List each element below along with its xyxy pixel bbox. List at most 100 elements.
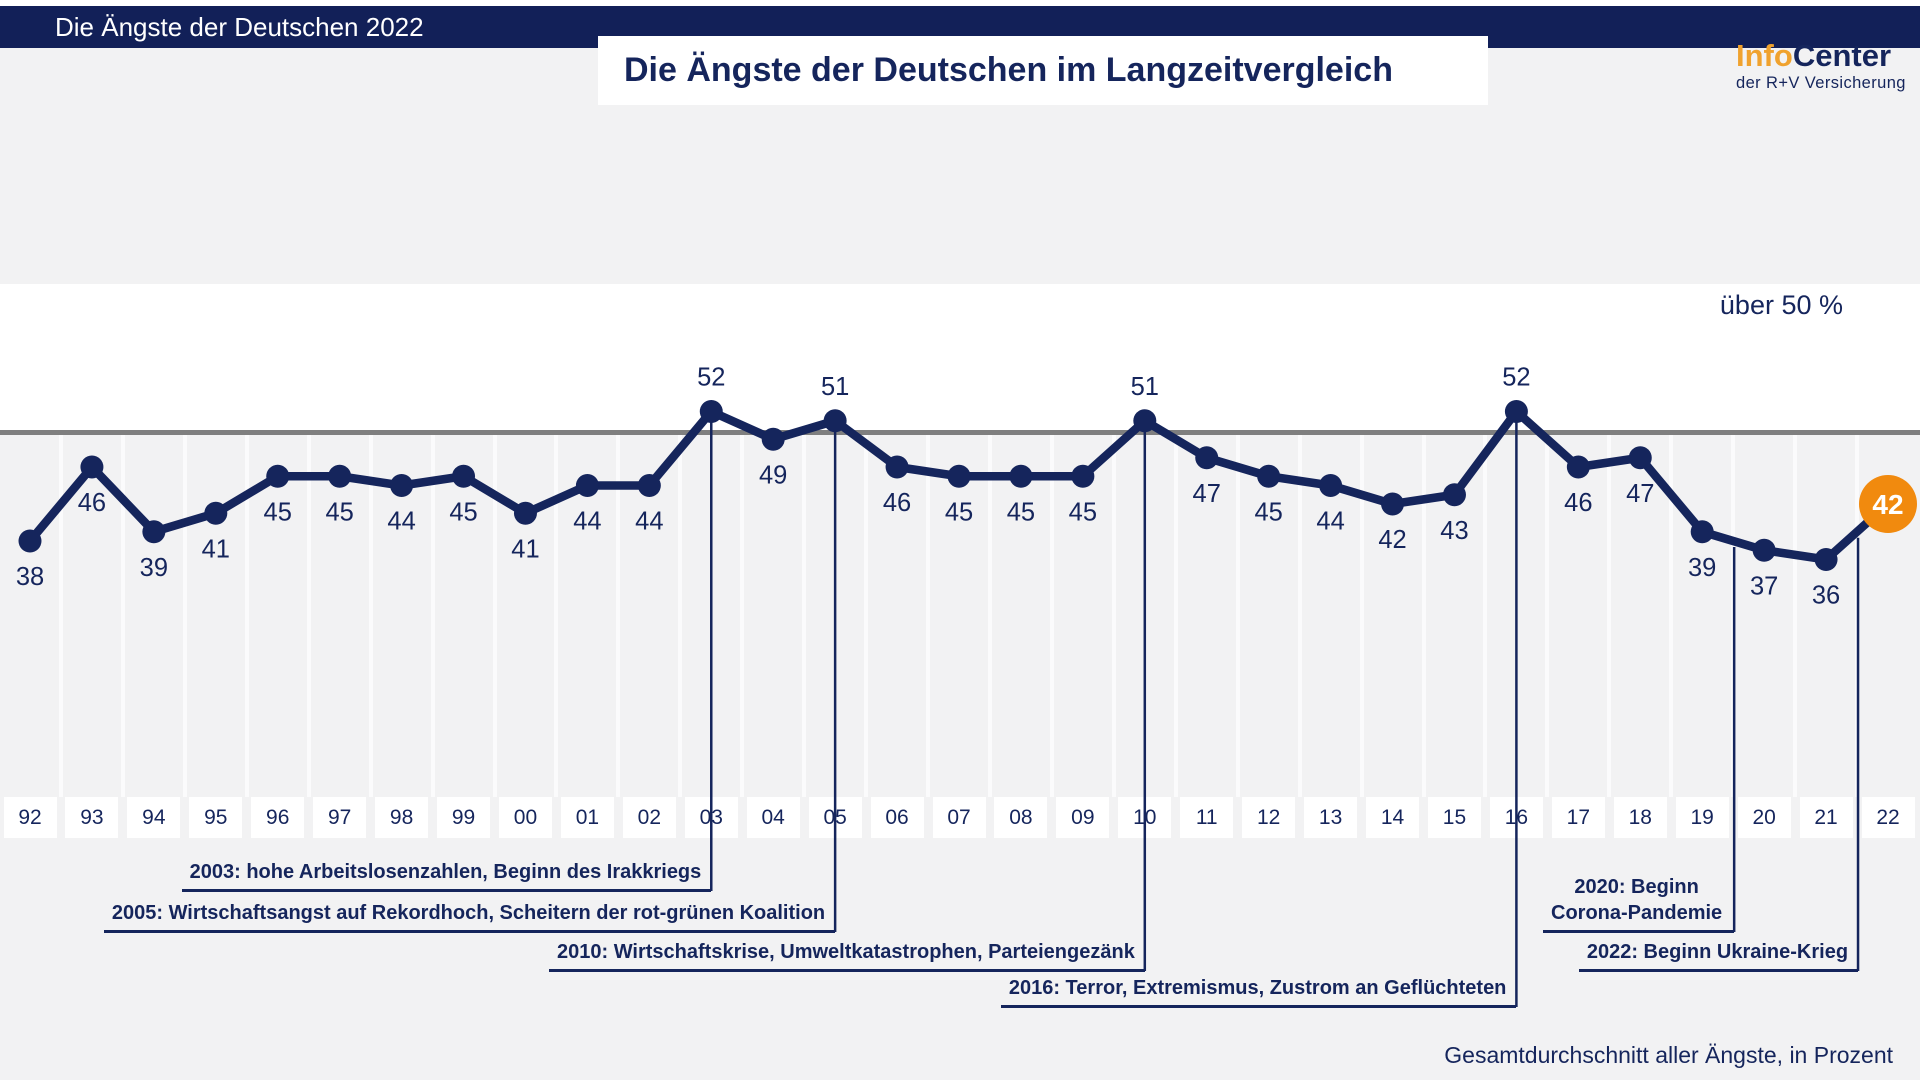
- value-label-96: 45: [264, 498, 292, 526]
- year-label: 15: [1427, 797, 1481, 838]
- chart-footnote: Gesamtdurchschnitt aller Ängste, in Proz…: [1444, 1042, 1893, 1068]
- value-label-94: 39: [140, 554, 168, 582]
- value-label-07: 45: [945, 498, 973, 526]
- value-label-95: 41: [202, 535, 230, 563]
- column-stripe: [1049, 435, 1054, 797]
- year-label: 00: [498, 797, 552, 838]
- data-point-20: [1752, 538, 1776, 562]
- column-stripe: [1297, 435, 1302, 797]
- column-stripe: [1111, 435, 1116, 797]
- column-stripe: [740, 435, 745, 797]
- value-label-15: 43: [1440, 517, 1468, 545]
- column-stripe: [1173, 435, 1178, 797]
- value-label-92: 38: [16, 563, 44, 591]
- year-label: 05: [808, 797, 862, 838]
- data-point-02: [637, 474, 661, 497]
- logo-wordmark: InfoCenter: [1736, 40, 1906, 72]
- year-label: 21: [1799, 797, 1853, 838]
- year-label: 10: [1118, 797, 1172, 838]
- year-label: 19: [1675, 797, 1729, 838]
- year-label: 12: [1242, 797, 1296, 838]
- column-stripe: [430, 435, 435, 797]
- year-label: 03: [684, 797, 738, 838]
- column-stripe: [1545, 435, 1550, 797]
- column-stripe: [182, 435, 187, 797]
- column-stripe: [306, 435, 311, 797]
- column-stripe: [616, 435, 621, 797]
- year-label: 06: [870, 797, 924, 838]
- data-point-00: [513, 501, 537, 525]
- value-label-20: 37: [1750, 572, 1778, 600]
- value-label-99: 45: [449, 498, 477, 526]
- value-label-18: 47: [1626, 480, 1654, 508]
- column-stripe: [802, 435, 807, 797]
- year-label: 98: [375, 797, 429, 838]
- column-stripe: [1421, 435, 1426, 797]
- year-label: 09: [1056, 797, 1110, 838]
- year-label: 94: [127, 797, 181, 838]
- value-label-09: 45: [1069, 498, 1097, 526]
- threshold-label: über 50 %: [1719, 290, 1843, 320]
- annotation-10: 2010: Wirtschaftskrise, Umweltkatastroph…: [549, 939, 1145, 972]
- year-label: 18: [1613, 797, 1667, 838]
- column-stripe: [1793, 435, 1798, 797]
- data-point-94: [142, 520, 166, 544]
- value-label-21: 36: [1812, 582, 1840, 610]
- year-label: 20: [1737, 797, 1791, 838]
- year-label: 96: [251, 797, 305, 838]
- value-label-13: 44: [1316, 508, 1344, 536]
- data-point-11: [1195, 446, 1219, 470]
- column-stripe: [368, 435, 373, 797]
- year-label: 02: [622, 797, 676, 838]
- header-bar-title: Die Ängste der Deutschen 2022: [55, 12, 424, 42]
- column-stripe: [864, 435, 869, 797]
- column-stripe: [554, 435, 559, 797]
- value-label-93: 46: [78, 489, 106, 517]
- data-point-14: [1381, 492, 1405, 516]
- data-point-01: [575, 474, 599, 497]
- data-point-96: [266, 464, 290, 488]
- year-label: 17: [1551, 797, 1605, 838]
- highlight-value-label: 42: [1872, 489, 1903, 520]
- column-stripe: [1359, 435, 1364, 797]
- logo-subtitle: der R+V Versicherung: [1736, 74, 1906, 92]
- annotation-16: 2016: Terror, Extremismus, Zustrom an Ge…: [1000, 975, 1517, 1008]
- value-label-00: 41: [511, 535, 539, 563]
- data-point-93: [80, 455, 104, 479]
- annotation-22: 2022: Beginn Ukraine-Krieg: [1578, 939, 1859, 972]
- year-label: 13: [1304, 797, 1358, 838]
- column-stripe: [1669, 435, 1674, 797]
- column-stripe: [1607, 435, 1612, 797]
- year-label: 22: [1861, 797, 1915, 838]
- value-label-11: 47: [1193, 480, 1221, 508]
- year-label: 99: [437, 797, 491, 838]
- infocenter-logo: InfoCenter der R+V Versicherung: [1736, 40, 1906, 93]
- column-stripe: [120, 435, 125, 797]
- logo-center-text: Center: [1792, 38, 1892, 73]
- year-label: 93: [65, 797, 119, 838]
- column-stripe: [1235, 435, 1240, 797]
- highlight-point-22: [1859, 475, 1917, 533]
- annotation-05: 2005: Wirtschaftsangst auf Rekordhoch, S…: [103, 900, 836, 933]
- year-label: 14: [1366, 797, 1420, 838]
- data-point-15: [1442, 483, 1466, 507]
- value-label-14: 42: [1378, 526, 1406, 554]
- above-threshold-band: [0, 284, 1920, 430]
- annotation-20: 2020: Beginn Corona-Pandemie: [1543, 874, 1735, 933]
- data-point-07: [947, 464, 971, 488]
- data-point-99: [452, 464, 476, 488]
- top-white-strip: [0, 0, 1920, 6]
- data-point-08: [1009, 464, 1033, 488]
- year-label: 11: [1180, 797, 1234, 838]
- data-point-95: [204, 501, 228, 525]
- data-point-19: [1690, 520, 1714, 544]
- column-stripe: [1731, 435, 1736, 797]
- value-label-08: 45: [1007, 498, 1035, 526]
- data-point-98: [390, 474, 414, 497]
- value-label-04: 49: [759, 461, 787, 489]
- column-stripe: [926, 435, 931, 797]
- value-label-19: 39: [1688, 554, 1716, 582]
- data-point-21: [1814, 548, 1838, 571]
- data-point-12: [1257, 464, 1281, 488]
